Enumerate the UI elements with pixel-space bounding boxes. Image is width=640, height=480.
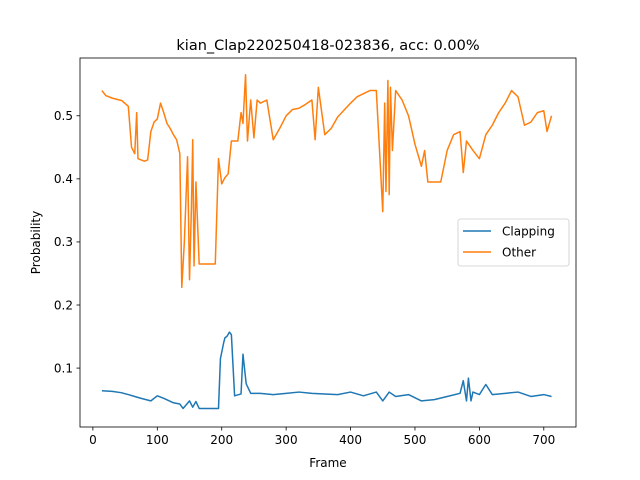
legend-label-other: Other [502, 245, 536, 259]
x-tick-label: 100 [146, 433, 169, 447]
y-tick-label: 0.4 [54, 172, 73, 186]
x-tick-label: 300 [275, 433, 298, 447]
y-axis: 0.1 0.2 0.3 0.4 0.5 [54, 109, 80, 375]
y-tick-label: 0.1 [54, 361, 73, 375]
series-line-clapping [101, 331, 552, 410]
x-tick-label: 0 [89, 433, 97, 447]
chart-title: kian_Clap220250418-023836, acc: 0.00% [176, 38, 479, 54]
x-tick-label: 600 [468, 433, 491, 447]
y-axis-label: Probability [29, 211, 43, 274]
y-tick-label: 0.5 [54, 109, 73, 123]
y-tick-label: 0.2 [54, 298, 73, 312]
series-layer [101, 74, 553, 410]
legend-label-clapping: Clapping [502, 224, 555, 238]
x-axis: 0 100 200 300 400 500 600 700 [89, 427, 555, 447]
legend: Clapping Other [457, 218, 570, 267]
series-line-other [101, 74, 553, 289]
x-tick-label: 500 [404, 433, 427, 447]
y-tick-label: 0.3 [54, 235, 73, 249]
plot-frame [79, 57, 577, 428]
x-tick-label: 200 [210, 433, 233, 447]
x-tick-label: 400 [339, 433, 362, 447]
x-tick-label: 700 [532, 433, 555, 447]
x-axis-label: Frame [309, 456, 346, 470]
